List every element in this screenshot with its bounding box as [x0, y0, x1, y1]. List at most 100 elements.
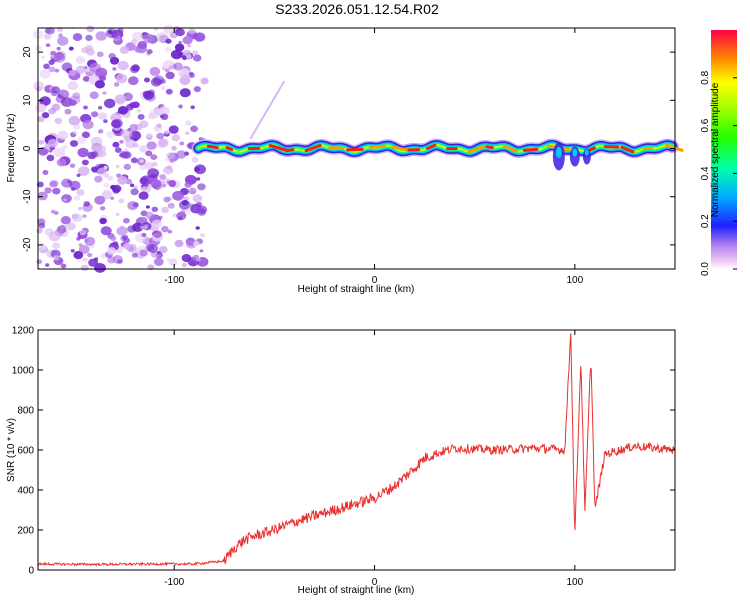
- noise-blob: [123, 217, 130, 224]
- noise-blob: [151, 219, 162, 228]
- noise-blob: [35, 103, 47, 113]
- noise-blob: [163, 24, 174, 34]
- noise-blob: [112, 67, 117, 71]
- noise-blob: [165, 88, 173, 95]
- noise-blob: [158, 215, 163, 220]
- noise-blob: [99, 217, 107, 225]
- noise-blob: [120, 129, 133, 139]
- snr-y-axis-label: SNR (10 * v/v): [6, 418, 17, 482]
- ridge-hotspot: [503, 144, 518, 153]
- noise-blob: [98, 112, 107, 120]
- noise-blob: [103, 182, 110, 188]
- noise-blob: [69, 163, 76, 168]
- noise-blob: [178, 104, 183, 109]
- noise-blob: [89, 91, 99, 99]
- noise-blob: [106, 130, 116, 139]
- noise-blob: [194, 164, 207, 175]
- noise-blob: [139, 164, 147, 170]
- noise-blob: [164, 129, 170, 135]
- ridge-hotspot: [268, 144, 290, 152]
- noise-blob: [94, 263, 106, 273]
- noise-blob: [49, 180, 59, 188]
- noise-blob: [68, 99, 77, 106]
- noise-blob: [60, 263, 67, 269]
- noise-blob: [141, 232, 147, 238]
- noise-blob: [53, 255, 60, 261]
- noise-blob: [193, 240, 200, 247]
- y-tick-label: 200: [17, 526, 34, 537]
- noise-blob: [77, 147, 89, 158]
- ridge-disturbance-core: [584, 149, 589, 156]
- noise-blob: [169, 159, 174, 164]
- noise-blob: [158, 245, 168, 254]
- ridge-hotspot: [485, 145, 494, 149]
- noise-blob: [132, 101, 140, 109]
- noise-blob: [93, 145, 102, 152]
- noise-blob: [87, 252, 93, 258]
- ridge-hotspot: [665, 143, 684, 152]
- noise-blob: [129, 123, 139, 132]
- noise-blob: [53, 147, 66, 158]
- noise-blob: [79, 230, 87, 236]
- noise-blob: [150, 179, 162, 189]
- noise-blob: [76, 237, 81, 241]
- colorbar-tick-label: 0.8: [700, 70, 711, 84]
- noise-blob: [143, 90, 155, 100]
- noise-blob: [183, 49, 191, 57]
- noise-blob: [71, 213, 83, 223]
- noise-blob: [64, 108, 72, 115]
- noise-blob: [117, 106, 129, 115]
- noise-blob: [115, 212, 120, 217]
- noise-blob: [190, 105, 195, 110]
- noise-blob: [73, 251, 84, 260]
- noise-blob: [146, 205, 150, 209]
- noise-blob: [38, 139, 45, 145]
- noise-blob: [82, 76, 90, 82]
- colorbar-tick-label: 0.6: [700, 118, 711, 132]
- ridge-hotspot: [285, 148, 295, 152]
- noise-blob: [114, 94, 127, 104]
- ridge-hotspot: [304, 143, 322, 153]
- noise-blob: [95, 31, 107, 41]
- noise-blob: [102, 91, 107, 95]
- noise-blob: [138, 191, 149, 200]
- noise-blob: [161, 225, 169, 233]
- noise-blob: [38, 147, 49, 156]
- x-tick-label: -100: [164, 275, 184, 286]
- noise-blob: [36, 228, 43, 234]
- noise-blob: [38, 243, 47, 251]
- noise-blob: [39, 96, 51, 106]
- noise-blob: [52, 187, 61, 195]
- noise-blob: [123, 243, 131, 250]
- noise-blob: [191, 190, 195, 194]
- noise-blob: [39, 69, 51, 79]
- noise-blob: [37, 116, 45, 123]
- snr-plot-area: [38, 330, 675, 570]
- noise-blob: [84, 236, 96, 246]
- noise-blob: [129, 65, 140, 74]
- noise-blob: [174, 43, 185, 52]
- noise-blob: [97, 167, 108, 176]
- noise-blob: [57, 94, 62, 98]
- noise-blob: [144, 162, 154, 170]
- noise-blob: [139, 159, 144, 163]
- noise-blob: [117, 259, 123, 264]
- noise-blob: [78, 166, 90, 176]
- noise-blob: [36, 259, 43, 265]
- noise-blob: [70, 249, 75, 253]
- noise-blob: [82, 214, 87, 218]
- noise-blob: [48, 59, 55, 65]
- noise-blob: [137, 41, 148, 49]
- y-tick-label: 800: [17, 406, 34, 417]
- noise-blob: [72, 130, 78, 135]
- noise-blob: [184, 181, 192, 188]
- noise-blob: [167, 229, 173, 234]
- noise-blob: [159, 174, 167, 180]
- noise-blob: [145, 211, 155, 219]
- noise-blob: [92, 170, 97, 173]
- noise-blob: [158, 106, 170, 116]
- noise-blob: [196, 177, 201, 181]
- ridge-disturbance-core: [555, 146, 562, 159]
- noise-blob: [168, 125, 179, 134]
